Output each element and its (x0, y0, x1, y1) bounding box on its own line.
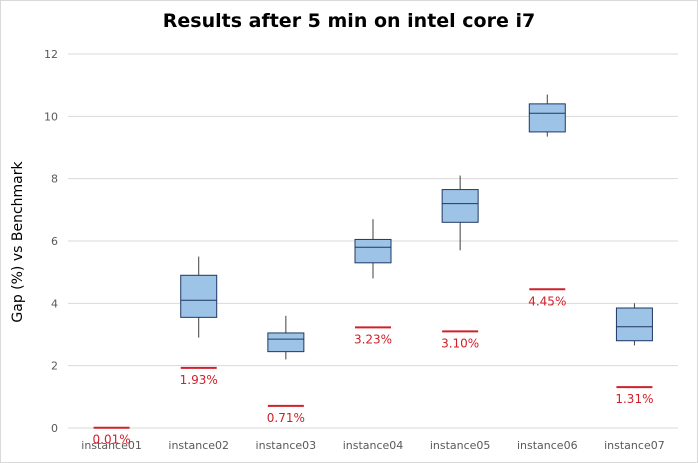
box (180, 274, 218, 318)
y-tick-label: 6 (51, 235, 58, 248)
x-tick-label: instance03 (256, 439, 317, 452)
box (528, 103, 566, 133)
benchmark-label: 3.23% (354, 332, 392, 346)
benchmark-label: 0.71% (267, 411, 305, 425)
box (267, 332, 305, 353)
y-tick-label: 8 (51, 173, 58, 186)
y-tick-label: 10 (44, 110, 58, 123)
x-tick-label: instance05 (430, 439, 491, 452)
y-tick-label: 4 (51, 297, 58, 310)
benchmark-label: 4.45% (528, 294, 566, 308)
y-tick-label: 2 (51, 360, 58, 373)
x-tick-label: instance02 (168, 439, 229, 452)
y-tick-label: 12 (44, 48, 58, 61)
y-tick-label: 0 (51, 422, 58, 435)
x-tick-label: instance06 (517, 439, 578, 452)
benchmark-label: 1.31% (615, 392, 653, 406)
box (354, 238, 392, 264)
benchmark-label: 3.10% (441, 336, 479, 350)
x-tick-label: instance04 (343, 439, 404, 452)
benchmark-label: 1.93% (180, 373, 218, 387)
x-tick-label: instance01 (81, 439, 142, 452)
box (441, 189, 479, 223)
box (615, 307, 653, 342)
chart-title: Results after 5 min on intel core i7 (162, 10, 536, 32)
x-tick-label: instance07 (604, 439, 665, 452)
benchmark-label: 0.01% (93, 433, 131, 447)
